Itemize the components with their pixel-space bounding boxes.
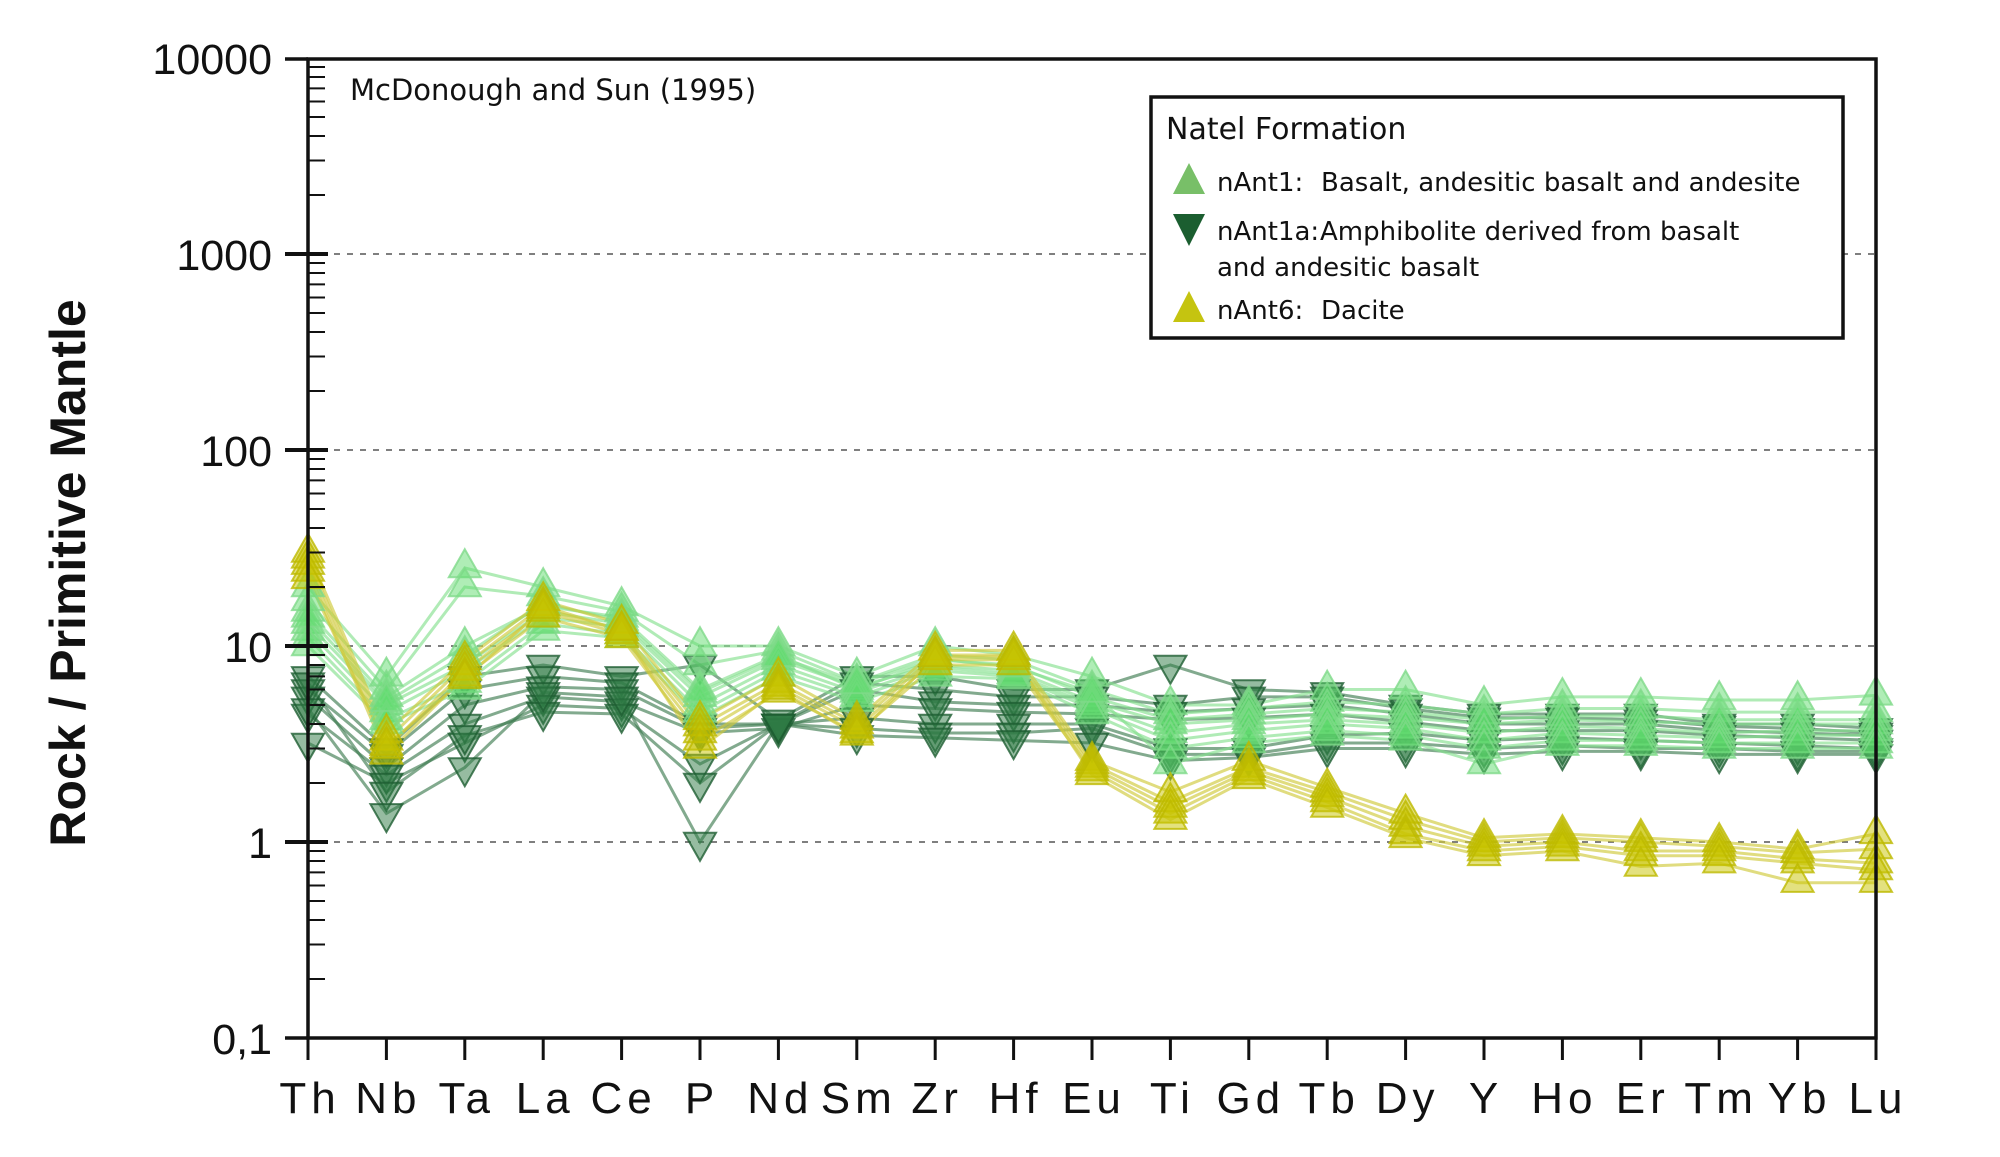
data-point-nAnt1-Dy [1387,719,1424,751]
x-tick-label-Ce: Ce [590,1074,656,1123]
y-tick-labels: 0,1 1 10 100 1000 10000 [152,36,272,1064]
x-tick-label-Dy: Dy [1376,1074,1440,1123]
data-point-nAnt1-Nb [368,680,405,712]
data-point-nAnt6-Eu [1074,754,1110,786]
data-point-nAnt1a-Ti [1152,654,1189,686]
x-tick-label-P: P [685,1074,719,1123]
x-tick-label-La: La [516,1074,575,1123]
data-point-nAnt6-La [525,587,561,619]
legend-label-nant1a-line2: and andesitic basalt [1217,253,1479,283]
x-tick-label-Ti: Ti [1150,1074,1195,1123]
legend-label-nant1a: Amphibolite derived from basalt [1320,217,1739,247]
data-point-nAnt1a-Nb [368,781,405,813]
x-tick-label-Tm: Tm [1684,1074,1758,1123]
data-point-nAnt1a-P [682,772,718,804]
legend-code-nant1: nAnt1: [1217,168,1303,198]
data-point-nAnt1-Sm [839,663,875,695]
x-tick-labels: Th Nb Ta La Ce P Nd Sm Zr Hf Eu Ti Gd Tb Dy Y Ho Er Tm Yb Lu [279,1074,1908,1123]
x-tick-label-Yb: Yb [1768,1074,1832,1123]
y-axis-label: Rock / Primitive Mantle [40,299,96,846]
data-point-nAnt6-Nb [368,724,405,756]
data-point-nAnt6-Yb [1779,861,1816,893]
y-tick-label: 1000 [176,232,272,280]
data-point-nAnt6-P [682,727,718,759]
data-point-nAnt6-Ce [603,609,640,641]
legend: Natel Formation nAnt1: Basalt, andesitic… [1149,95,1845,340]
data-point-nAnt1-Y [1466,743,1502,775]
legend-title: Natel Formation [1166,112,1406,147]
data-point-nAnt1-Ta [447,566,483,598]
x-tick-label-Eu: Eu [1062,1074,1126,1123]
data-point-nAnt1-Yb [1779,727,1816,759]
x-tick-label-Nd: Nd [747,1074,813,1123]
x-tick-label-Th: Th [279,1074,340,1123]
x-tick-label-Tb: Tb [1299,1074,1360,1123]
x-tick-label-Ho: Ho [1531,1074,1597,1123]
data-point-nAnt1-Tm [1701,727,1737,759]
gridlines [308,253,1876,843]
data-point-nAnt6-Hf [995,636,1032,668]
y-tick-label: 0,1 [212,1016,272,1064]
data-point-nAnt1a-La [525,682,561,714]
x-tick-label-Hf: Hf [989,1074,1043,1123]
x-tick-label-Zr: Zr [911,1074,963,1123]
data-point-nAnt6-Dy [1387,817,1424,849]
data-point-nAnt1-Eu [1074,693,1110,725]
normalization-reference: McDonough and Sun (1995) [350,73,756,107]
legend-code-nant6: nAnt6: [1217,296,1303,326]
legend-label-nant6: Dacite [1321,296,1405,326]
y-tick-label: 10000 [152,36,272,84]
data-point-nAnt1-Ho [1544,724,1581,756]
y-tick-label: 10 [224,624,272,672]
data-point-nAnt6-Zr [917,636,953,668]
data-point-nAnt1a-Ta [447,757,483,789]
legend-box [1149,95,1845,340]
data-point-nAnt6-Ho [1544,830,1581,862]
data-point-nAnt1a-Ta [447,725,483,757]
legend-marker-nant6-triangle-up-icon [1173,291,1205,322]
legend-marker-nant1a-triangle-down-icon [1173,214,1205,246]
data-point-nAnt1a-P [682,831,718,863]
y-tick-label: 1 [248,820,272,868]
data-point-nAnt1a-Zr [917,698,953,730]
x-tick-label-Y: Y [1469,1074,1503,1123]
legend-marker-nant1-triangle-up-icon [1173,163,1205,194]
legend-code-nant1a: nAnt1a: [1217,217,1319,247]
data-point-nAnt1a-Hf [995,730,1032,762]
data-point-nAnt1a-Ce [603,686,640,718]
data-point-nAnt6-Y [1466,835,1502,867]
axes [285,57,1878,1060]
data-point-nAnt6-Sm [839,714,875,746]
x-tick-label-Gd: Gd [1216,1074,1285,1123]
data-point-nAnt6-Gd [1231,758,1267,790]
x-tick-label-Lu: Lu [1849,1074,1908,1123]
data-point-nAnt6-Nd [760,668,797,700]
x-tick-label-Ta: Ta [439,1074,495,1123]
legend-label-nant1: Basalt, andesitic basalt and andesite [1321,168,1801,198]
data-point-nAnt1-Eu [1074,671,1110,703]
series-layer [290,531,1894,893]
x-tick-label-Nb: Nb [355,1074,421,1123]
data-point-nAnt6-Ta [447,658,483,690]
x-tick-label-Sm: Sm [821,1074,897,1123]
data-point-nAnt6-Er [1623,845,1659,877]
data-point-nAnt1-Tb [1309,714,1345,746]
data-point-nAnt6-Ti [1152,798,1189,830]
data-point-nAnt1a-Nd [760,713,797,745]
data-point-nAnt1-Er [1623,724,1659,756]
data-point-nAnt6-Tm [1701,842,1737,874]
data-point-nAnt1a-Nb [368,803,405,835]
x-tick-label-Er: Er [1616,1074,1670,1123]
y-tick-label: 100 [200,428,272,476]
data-point-nAnt6-Tb [1309,786,1345,818]
data-point-nAnt1a-Zr [917,727,953,759]
